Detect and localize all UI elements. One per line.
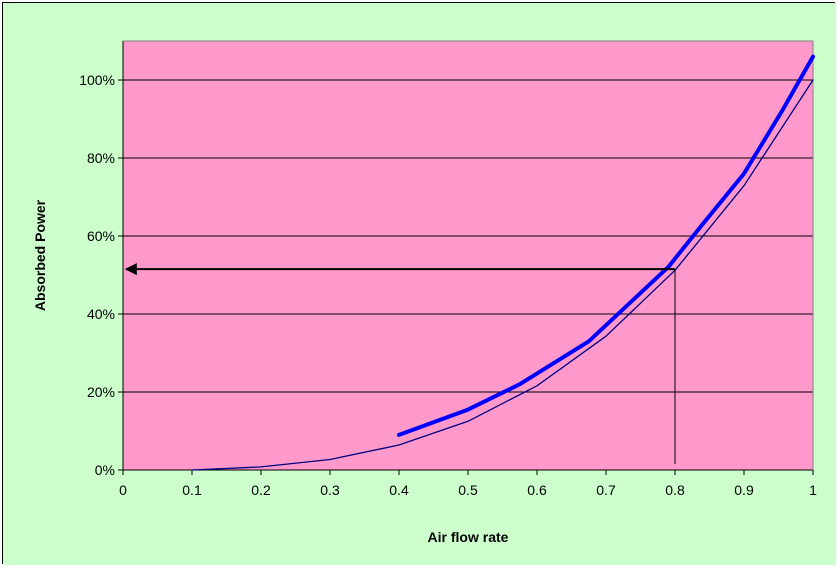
x-tick-label: 0.8 (665, 482, 685, 498)
series-lines (191, 54, 815, 471)
x-tick-label: 0 (119, 482, 127, 498)
y-tick-label: 100% (79, 72, 115, 88)
x-tick-label: 0.5 (458, 482, 478, 498)
x-tick-label: 0.9 (734, 482, 754, 498)
x-axis-title: Air flow rate (428, 529, 509, 545)
axes (118, 40, 814, 475)
x-tick-label: 1 (809, 482, 817, 498)
x-tick-label: 0.1 (182, 482, 202, 498)
x-tick-label: 0.2 (251, 482, 271, 498)
y-tick-label: 60% (87, 228, 115, 244)
x-tick-label: 0.6 (527, 482, 547, 498)
x-tick-label: 0.3 (320, 482, 340, 498)
chart-svg: 0% 20% 40% 60% 80% 100% 0 0.1 0.2 0.3 0.4 0.5 0.6 0.7… (3, 3, 836, 565)
x-tick-label: 0.4 (389, 482, 409, 498)
annotation-arrow (124, 263, 676, 464)
y-axis-title: Absorbed Power (32, 199, 48, 311)
y-tick-label: 0% (95, 462, 115, 478)
series-line-thin (191, 79, 814, 471)
series-line-thick (397, 54, 815, 437)
y-tick-label: 80% (87, 150, 115, 166)
x-tick-label: 0.7 (596, 482, 616, 498)
y-tick-label: 40% (87, 306, 115, 322)
tick-labels: 0% 20% 40% 60% 80% 100% 0 0.1 0.2 0.3 0.4 0.5 0.6 0.7… (79, 72, 817, 498)
plot-area (123, 41, 813, 470)
grid-lines (123, 79, 813, 393)
y-tick-label: 20% (87, 384, 115, 400)
